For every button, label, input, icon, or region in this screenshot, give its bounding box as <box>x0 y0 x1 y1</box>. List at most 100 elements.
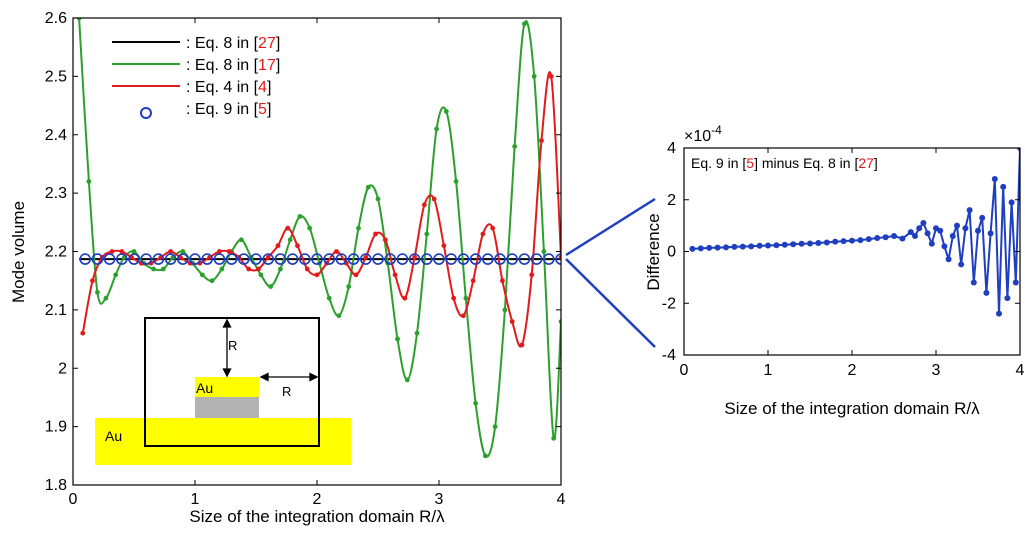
difference-axes-box <box>683 147 1021 356</box>
eq4-ref4-data-point <box>412 254 417 260</box>
difference-data-point <box>697 245 704 252</box>
difference-data-point <box>815 239 822 246</box>
eq9-data-point <box>164 253 177 265</box>
y-tick-label: -4 <box>662 347 676 364</box>
eq9-data-point <box>335 253 348 265</box>
eq4-ref4-data-point <box>353 272 359 278</box>
difference-data-point <box>689 245 696 252</box>
eq9-data-point <box>140 253 152 265</box>
y-tick-label: -2 <box>662 295 676 312</box>
eq9-data-point <box>420 253 433 265</box>
eq4-ref4-data-point <box>373 231 378 237</box>
eq8-ref17-data-point <box>268 284 274 289</box>
eq8-ref17-data-point <box>278 266 283 272</box>
difference-data-point <box>996 310 1002 317</box>
eq9-data-point <box>79 253 91 265</box>
eq9-data-point <box>457 253 470 265</box>
eq8-ref17-data-point <box>375 196 381 202</box>
difference-data-point <box>941 243 948 250</box>
eq9-data-point <box>91 253 104 265</box>
eq4-ref4-data-point <box>109 249 115 254</box>
eq4-ref4-data-point <box>217 249 222 254</box>
substrate-gold-layer <box>95 418 351 465</box>
difference-data-point <box>823 239 830 246</box>
eq4-ref4-data-point <box>480 231 486 237</box>
x-tick-label: 2 <box>848 362 857 379</box>
difference-data-point <box>840 238 847 245</box>
vertical-r-arrow <box>222 318 232 378</box>
x-tick-label: 3 <box>435 491 444 508</box>
difference-data-point <box>907 229 914 236</box>
eq4-ref4-data-point <box>470 278 476 284</box>
eq4-ref4-data-point <box>490 225 496 231</box>
eq4-ref4-data-point <box>334 249 339 254</box>
difference-data-point <box>790 241 797 248</box>
difference-axis-ticks: 0 1 2 3 4 -4 -2 0 2 4 <box>662 140 1025 379</box>
eq4-ref4-data-point <box>509 319 515 324</box>
eq9-data-point <box>408 253 421 265</box>
difference-data-point <box>1012 279 1019 286</box>
eq9-data-point <box>311 253 323 265</box>
eq9-data-point <box>298 253 311 265</box>
eq8-ref17-data-point <box>199 272 205 278</box>
eq8-ref17-data-point <box>356 225 361 231</box>
eq4-ref4-data-point <box>80 330 86 336</box>
difference-data-point <box>798 240 805 247</box>
legend-entry: : Eq. 9 in [5] <box>140 101 271 119</box>
eq9-data-point <box>201 253 213 265</box>
difference-data-point <box>756 242 763 249</box>
x-tick-label: 4 <box>1016 362 1025 379</box>
eq8-ref17-data-point <box>551 435 557 441</box>
y-tick-label: 2.5 <box>45 68 67 85</box>
difference-data-point <box>714 244 721 251</box>
zoom-line-upper <box>565 197 656 257</box>
eq4-ref4-data-point <box>431 196 437 202</box>
eq4-ref4-data-point <box>304 266 310 272</box>
eq8-ref17-data-point <box>395 336 400 342</box>
difference-data-point <box>937 227 944 234</box>
eq9-data-point <box>469 253 482 265</box>
y-tick-label: 1.8 <box>45 477 67 494</box>
eq8-ref17-data-point <box>103 295 109 301</box>
x-tick-label: 4 <box>557 491 566 508</box>
eq4-ref4-data-point <box>500 278 505 284</box>
eq8-ref17-data-point <box>95 289 100 295</box>
eq4-ref4-data-point <box>539 138 544 143</box>
difference-data-point <box>962 225 969 232</box>
eq4-ref4-data-point <box>168 249 174 254</box>
difference-data-point <box>979 214 986 221</box>
difference-data-point <box>945 256 952 263</box>
difference-data-point <box>949 232 956 239</box>
eq8-ref17-data-point <box>219 266 225 272</box>
eq4-ref4-data-point <box>119 249 125 254</box>
difference-data-point <box>706 244 713 251</box>
eq8-ref17-data-point <box>414 330 420 336</box>
eq4-ref4-data-point <box>382 237 388 243</box>
eq9-data-point <box>518 253 531 265</box>
difference-data-point <box>765 242 771 249</box>
eq8-ref17-data-point <box>453 179 459 184</box>
difference-data-point <box>966 207 973 214</box>
eq8-ref17-data-point <box>404 377 410 383</box>
eq8-ref17-data-point <box>160 266 166 272</box>
eq4-ref4-data-point <box>402 295 408 301</box>
legend-entry: : Eq. 8 in [27] <box>112 35 280 52</box>
eq4-ref4-data-point <box>275 243 281 249</box>
difference-data-point <box>891 232 897 239</box>
eq9-data-point <box>177 253 189 265</box>
eq8-ref17-data-point <box>482 453 488 459</box>
x-tick-label: 0 <box>680 362 689 379</box>
eq4-ref4-data-point <box>461 313 466 319</box>
main-axis-ticks: 0 1 2 3 4 1.8 1.9 2 2.1 2.2 2.3 2.4 2.5 2.6 <box>45 10 566 508</box>
eq9-data-point <box>274 253 287 265</box>
eq9-data-point <box>384 253 397 265</box>
eq9-data-point <box>286 253 299 265</box>
eq9-data-point <box>128 253 140 265</box>
y-tick-label: 1.9 <box>45 419 67 436</box>
difference-data-point <box>916 225 923 232</box>
legend-marker-blue-circle <box>140 107 152 119</box>
difference-y-axis-label: Difference <box>644 213 663 290</box>
eq8-ref17-data-point <box>531 73 537 79</box>
difference-data-point <box>1017 148 1020 151</box>
eq9-data-point <box>372 253 384 265</box>
